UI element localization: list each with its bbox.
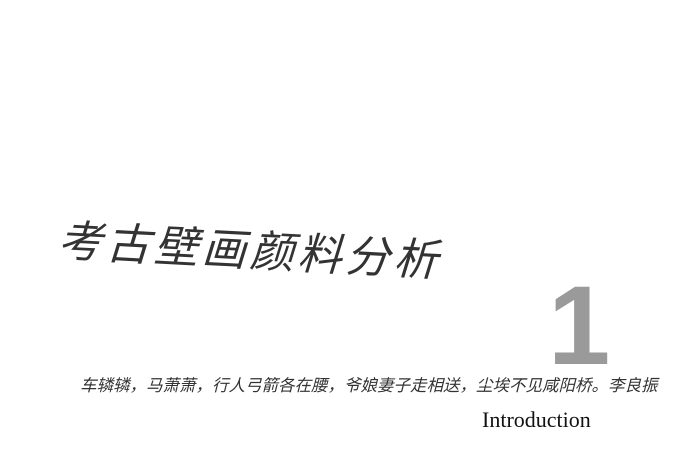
title: 考古壁画颜料分析	[56, 215, 443, 288]
subtitle: 车辚辚，马萧萧，行人弓箭各在腰，爷娘妻子走相送，尘埃不见咸阳桥。李良振	[80, 376, 658, 395]
section-number: 1	[548, 263, 611, 388]
section-label: Introduction	[482, 407, 591, 432]
